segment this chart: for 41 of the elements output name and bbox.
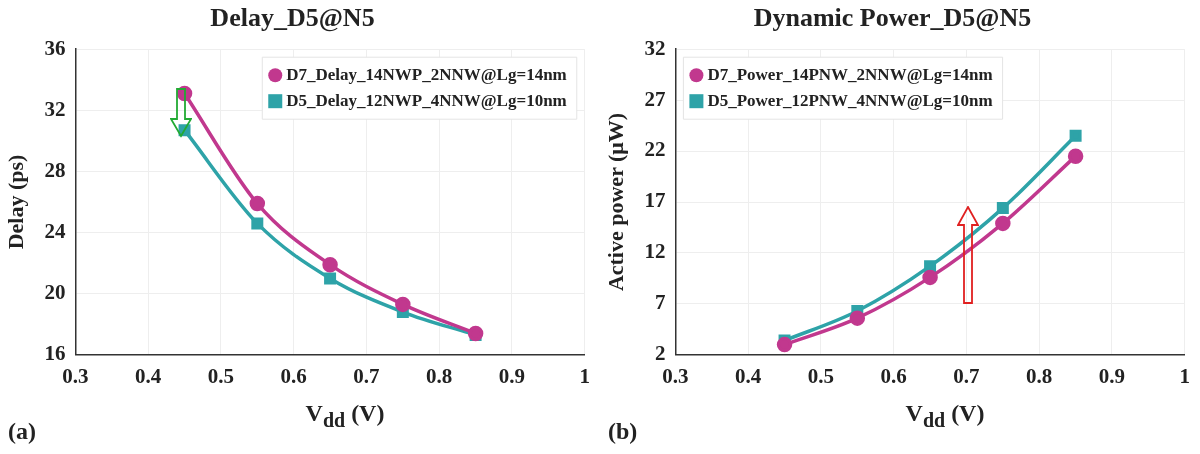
chart-title: Dynamic Power_D5@N5 <box>753 3 1032 33</box>
x-tick-label: 0.6 <box>280 363 307 388</box>
y-tick-label: 22 <box>644 137 666 162</box>
y-tick-label: 17 <box>644 188 666 213</box>
x-tick-label: 0.5 <box>207 363 235 388</box>
x-tick-label: 0.5 <box>807 363 835 388</box>
x-tick-label: 0.8 <box>426 363 453 388</box>
x-tick-label: 0.8 <box>1026 363 1053 388</box>
x-tick-label: 0.7 <box>953 363 980 388</box>
x-tick-label: 0.4 <box>135 363 162 388</box>
y-axis-title: Active power (μW) <box>602 112 628 292</box>
y-tick-label: 32 <box>644 35 666 60</box>
x-tick-label: 0.9 <box>498 363 526 388</box>
y-axis-title: Delay (ps) <box>2 154 28 250</box>
legend-label: D7_Power_14PNW_2NNW@Lg=14nm <box>707 64 993 84</box>
legend-label: D5_Power_12PNW_4NNW@Lg=10nm <box>707 90 993 110</box>
text: (a) <box>8 418 36 445</box>
y-tick-label: 24 <box>44 218 66 243</box>
x-tick-label: 0.4 <box>735 363 762 388</box>
legend-label: D5_Delay_12NWP_4NNW@Lg=10nm <box>286 90 567 110</box>
y-tick-label: 16 <box>44 341 66 366</box>
x-tick-label: 0.3 <box>662 363 689 388</box>
y-tick-label: 32 <box>44 96 66 121</box>
x-axis-title: V$_{dd}$ (V) <box>904 400 986 432</box>
x-tick-label: 1 <box>1179 363 1190 388</box>
legend-label: D7_Delay_14NWP_2NNW@Lg=14nm <box>286 64 567 84</box>
y-tick-label: 36 <box>44 35 66 60</box>
x-tick-label: 0.3 <box>62 363 89 388</box>
y-tick-label: 7 <box>654 290 666 315</box>
y-tick-label: 20 <box>44 280 66 305</box>
x-axis-title: V$_{dd}$ (V) <box>304 400 386 432</box>
y-tick-label: 28 <box>44 157 66 182</box>
y-tick-label: 2 <box>654 341 666 366</box>
chart-title: Delay_D5@N5 <box>210 3 375 33</box>
y-tick-label: 12 <box>644 239 666 264</box>
text: (b) <box>608 418 638 445</box>
y-tick-label: 27 <box>644 86 666 111</box>
x-tick-label: 1 <box>579 363 590 388</box>
x-tick-label: 0.9 <box>1098 363 1126 388</box>
x-tick-label: 0.6 <box>880 363 907 388</box>
x-tick-label: 0.7 <box>353 363 380 388</box>
